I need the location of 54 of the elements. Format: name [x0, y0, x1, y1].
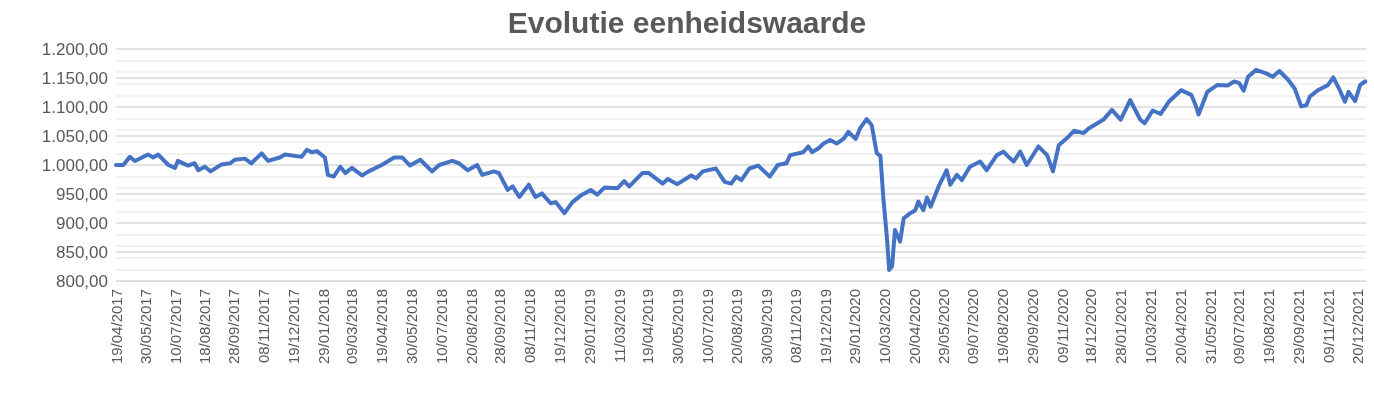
- x-tick-label: 11/03/2019: [610, 289, 628, 363]
- x-tick-label: 20/08/2019: [728, 289, 746, 365]
- x-tick-label: 09/11/2020: [1053, 289, 1071, 363]
- x-tick-label: 10/03/2020: [876, 289, 894, 365]
- x-tick-label: 10/07/2019: [698, 289, 716, 365]
- y-tick-label: 1.150,00: [41, 68, 108, 88]
- x-tick-label: 20/08/2018: [462, 289, 480, 365]
- x-tick-label: 29/09/2021: [1289, 289, 1307, 365]
- x-tick-label: 29/01/2019: [580, 289, 598, 365]
- x-tick-label: 19/12/2018: [550, 289, 568, 365]
- x-tick-label: 29/05/2020: [934, 289, 952, 365]
- x-tick-label: 10/03/2021: [1142, 289, 1160, 365]
- x-tick-label: 10/07/2018: [432, 289, 450, 365]
- y-tick-label: 800,00: [56, 271, 108, 291]
- x-tick-label: 19/08/2021: [1259, 289, 1277, 365]
- x-tick-label: 19/04/2019: [638, 289, 656, 365]
- x-tick-label: 19/04/2018: [373, 289, 391, 365]
- x-tick-label: 31/05/2021: [1201, 289, 1219, 365]
- x-tick-label: 20/04/2020: [906, 289, 924, 365]
- y-tick-label: 1.000,00: [41, 155, 108, 175]
- line-series: [114, 67, 1368, 272]
- x-tick-label: 18/08/2017: [195, 289, 213, 365]
- chart-title: Evolutie eenheidswaarde: [507, 5, 867, 39]
- x-tick-label: 20/04/2021: [1171, 289, 1189, 365]
- y-tick-label: 850,00: [56, 242, 108, 262]
- y-tick-label: 1.050,00: [41, 126, 108, 146]
- x-tick-label: 09/07/2021: [1230, 289, 1248, 365]
- y-tick-label: 950,00: [56, 184, 108, 204]
- x-tick-label: 20/12/2021: [1349, 289, 1367, 365]
- x-tick-label: 19/04/2017: [107, 289, 125, 365]
- x-tick-label: 09/07/2020: [964, 289, 982, 365]
- y-tick-label: 1.100,00: [41, 97, 108, 117]
- x-tick-label: 08/11/2019: [786, 289, 804, 363]
- x-tick-label: 28/09/2018: [491, 289, 509, 365]
- x-tick-label: 28/01/2021: [1112, 289, 1130, 365]
- x-tick-label: 29/09/2020: [1024, 289, 1042, 365]
- y-tick-label: 900,00: [56, 213, 108, 233]
- x-tick-label: 30/05/2017: [137, 289, 155, 365]
- y-tick-label: 1.200,00: [41, 39, 108, 59]
- x-tick-label: 08/11/2018: [521, 289, 539, 363]
- x-tick-label: 18/12/2020: [1082, 289, 1100, 365]
- x-tick-label: 30/05/2018: [403, 289, 421, 365]
- x-tick-label: 28/09/2017: [225, 289, 243, 365]
- x-tick-label: 19/12/2017: [285, 289, 303, 365]
- x-tick-label: 09/03/2018: [343, 289, 361, 365]
- x-tick-label: 10/07/2017: [167, 289, 185, 365]
- x-tick-label: 19/12/2019: [816, 289, 834, 365]
- x-tick-label: 29/01/2020: [846, 289, 864, 365]
- x-tick-label: 08/11/2017: [255, 289, 273, 363]
- x-tick-label: 29/01/2018: [314, 289, 332, 365]
- x-tick-label: 30/05/2019: [668, 289, 686, 365]
- x-tick-label: 09/11/2021: [1319, 289, 1337, 363]
- x-tick-label: 19/08/2020: [994, 289, 1012, 365]
- x-tick-label: 30/09/2019: [758, 289, 776, 365]
